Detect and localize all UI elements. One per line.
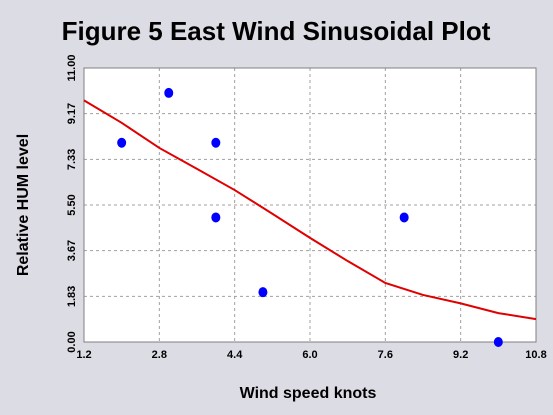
chart-title: Figure 5 East Wind Sinusoidal Plot — [62, 16, 491, 46]
data-point — [258, 287, 268, 298]
x-tick-label: 1.2 — [76, 349, 91, 361]
y-tick-label: 9.17 — [66, 103, 78, 124]
x-tick-label: 7.6 — [378, 349, 393, 361]
data-point — [211, 212, 221, 223]
y-tick-label: 11.00 — [66, 55, 78, 82]
y-axis-label: Relative HUM level — [15, 134, 32, 276]
x-tick-label: 6.0 — [302, 349, 317, 361]
fit-curve — [83, 99, 537, 321]
x-tick-label: 10.8 — [525, 349, 546, 361]
data-point — [211, 137, 221, 148]
y-tick-label: 7.33 — [66, 149, 78, 170]
x-tick-label: 9.2 — [453, 349, 468, 361]
plot-border — [83, 67, 537, 343]
y-tick-label: 0.00 — [66, 331, 78, 352]
data-point — [399, 212, 409, 223]
y-tick-label: 5.50 — [66, 194, 78, 215]
data-point — [164, 87, 174, 98]
x-tick-label: 4.4 — [227, 349, 243, 361]
x-axis-label: Wind speed knots — [240, 385, 377, 402]
y-tick-label: 3.67 — [66, 240, 78, 261]
x-tick-label: 2.8 — [152, 349, 167, 361]
data-point — [117, 137, 127, 148]
data-point — [493, 337, 503, 347]
y-tick-label: 1.83 — [66, 286, 78, 307]
